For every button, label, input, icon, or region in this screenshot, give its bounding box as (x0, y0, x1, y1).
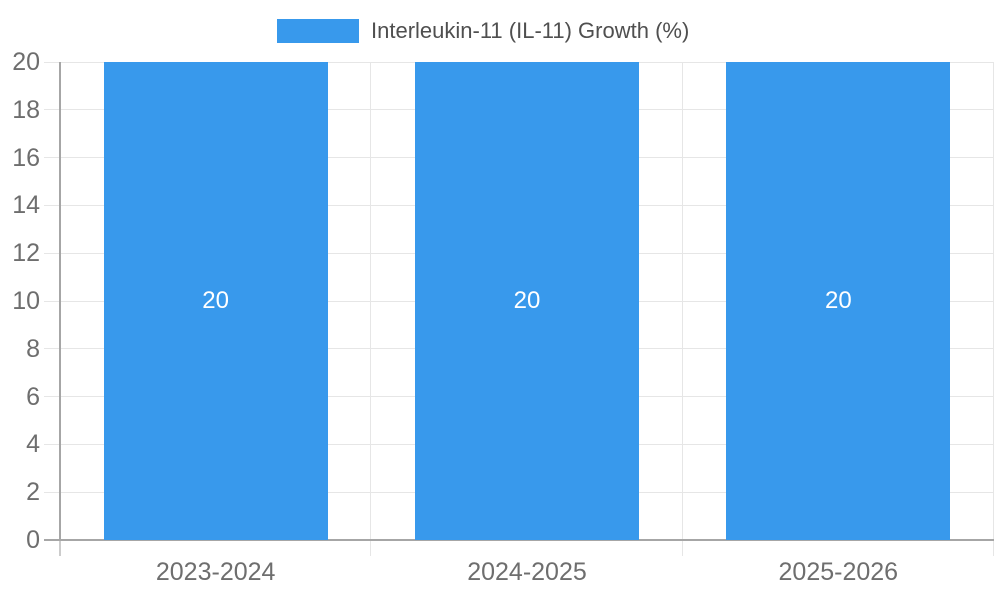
y-axis-line (59, 62, 61, 540)
chart-legend: Interleukin-11 (IL-11) Growth (%) (277, 19, 689, 43)
bar-value-label: 20 (824, 287, 852, 314)
bar[interactable] (103, 62, 328, 540)
legend-swatch[interactable] (277, 19, 359, 43)
y-axis-tick-icon (59, 540, 61, 556)
y-tick-label: 12 (12, 239, 40, 268)
bar-value-label: 20 (202, 287, 229, 314)
x-tick-label: 2023-2024 (155, 558, 276, 586)
x-tick-label: 2025-2026 (778, 558, 899, 586)
y-tick-label: 16 (12, 143, 40, 172)
y-tick-label: 0 (26, 526, 40, 554)
y-tick-label: 4 (26, 430, 40, 459)
y-tick-label: 2 (26, 478, 40, 507)
legend-label[interactable]: Interleukin-11 (IL-11) Growth (%) (371, 18, 690, 43)
y-tick-label: 8 (26, 334, 40, 363)
bar[interactable] (726, 62, 951, 540)
category-separator (370, 62, 372, 556)
x-axis-baseline (44, 539, 994, 541)
y-tick-label: 20 (12, 48, 40, 76)
category-separator (993, 62, 994, 556)
y-tick-label: 6 (26, 382, 40, 411)
category-separator (681, 62, 683, 556)
x-tick-label: 2024-2025 (467, 558, 587, 586)
y-tick-label: 10 (12, 287, 40, 315)
y-tick-label: 14 (12, 191, 40, 220)
bar-value-label: 20 (513, 287, 541, 314)
y-tick-label: 18 (12, 95, 40, 124)
bar[interactable] (415, 62, 639, 540)
